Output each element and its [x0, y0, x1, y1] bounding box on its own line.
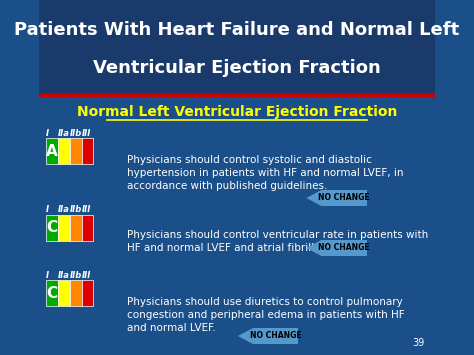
Bar: [46, 280, 58, 306]
Text: C: C: [46, 285, 57, 300]
Bar: [46, 138, 58, 164]
Bar: [70, 215, 82, 241]
Text: NO CHANGE: NO CHANGE: [318, 244, 370, 252]
Text: IIa: IIa: [57, 129, 69, 137]
Text: I: I: [46, 206, 49, 214]
Bar: [58, 280, 70, 306]
Bar: [70, 138, 82, 164]
Text: IIa: IIa: [57, 271, 69, 279]
Bar: [82, 138, 93, 164]
Text: Patients With Heart Failure and Normal Left: Patients With Heart Failure and Normal L…: [14, 21, 460, 39]
Text: A: A: [46, 143, 58, 158]
FancyBboxPatch shape: [39, 0, 435, 95]
Text: Physicians should control systolic and diastolic
hypertension in patients with H: Physicians should control systolic and d…: [127, 155, 403, 191]
Text: I: I: [46, 271, 49, 279]
Text: Normal Left Ventricular Ejection Fraction: Normal Left Ventricular Ejection Fractio…: [77, 105, 397, 119]
Text: Physicians should use diuretics to control pulmonary
congestion and peripheral e: Physicians should use diuretics to contr…: [127, 297, 404, 333]
Text: IIb: IIb: [70, 129, 82, 137]
Text: I: I: [46, 129, 49, 137]
Polygon shape: [306, 190, 321, 206]
Bar: [58, 215, 70, 241]
Text: C: C: [46, 220, 57, 235]
Text: Ventricular Ejection Fraction: Ventricular Ejection Fraction: [93, 59, 381, 77]
Polygon shape: [306, 240, 321, 256]
Bar: [321, 240, 366, 256]
Bar: [70, 280, 82, 306]
Text: Physicians should control ventricular rate in patients with
HF and normal LVEF a: Physicians should control ventricular ra…: [127, 230, 428, 253]
Bar: [253, 328, 298, 344]
Polygon shape: [238, 328, 253, 344]
Text: III: III: [82, 129, 91, 137]
Bar: [46, 215, 58, 241]
Bar: [321, 190, 366, 206]
Bar: [82, 280, 93, 306]
Text: 39: 39: [413, 338, 425, 348]
Text: NO CHANGE: NO CHANGE: [250, 332, 301, 340]
Text: IIb: IIb: [70, 271, 82, 279]
Text: III: III: [82, 271, 91, 279]
Text: III: III: [82, 206, 91, 214]
Bar: [58, 138, 70, 164]
Text: IIa: IIa: [57, 206, 69, 214]
Bar: [82, 215, 93, 241]
Text: NO CHANGE: NO CHANGE: [318, 193, 370, 202]
Text: IIb: IIb: [70, 206, 82, 214]
